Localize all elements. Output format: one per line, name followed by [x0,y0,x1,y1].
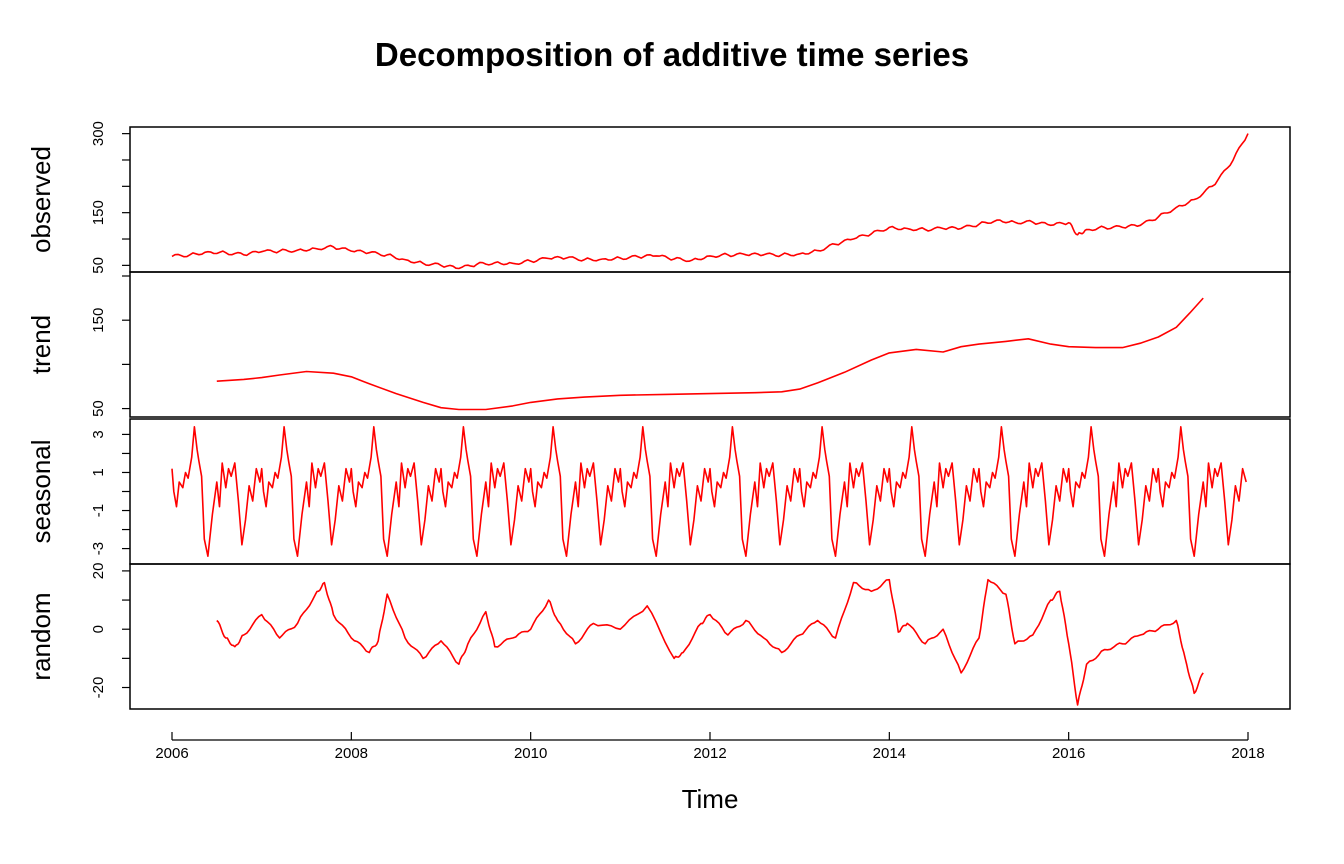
panel-observed: observed 50 150 300 [26,121,1291,274]
ytick-label-random: -20 [90,677,107,699]
xtick-label: 2014 [873,745,906,762]
xtick-label: 2016 [1052,745,1085,762]
xtick-label: 2012 [693,745,726,762]
xtick-label: 2010 [514,745,547,762]
ytick-label-trend: 150 [90,308,107,333]
ylabel-observed: observed [26,146,56,253]
panel-seasonal: seasonal -3 -1 1 3 [26,418,1291,565]
xtick-label: 2006 [155,745,188,762]
ylabel-seasonal: seasonal [26,439,56,543]
series-line-observed [171,133,1249,270]
ylabel-trend: trend [26,315,56,374]
xtick-label: 2008 [335,745,368,762]
ytick-label-seasonal: -3 [90,542,107,555]
series-line-random [216,578,1204,706]
panel-trend: trend 50 150 [26,271,1291,418]
ytick-label-observed: 50 [90,257,107,274]
x-axis-label: Time [682,784,739,814]
chart-title: Decomposition of additive time series [374,36,970,73]
ytick-label-random: 20 [90,563,107,580]
panel-frame-trend [129,271,1291,418]
xtick-label: 2018 [1231,745,1264,762]
ytick-label-seasonal: 1 [90,468,107,476]
panel-frame-seasonal [129,418,1291,565]
ytick-label-observed: 150 [90,200,107,225]
ytick-label-seasonal: 3 [90,430,107,438]
ytick-label-observed: 300 [90,121,107,146]
ytick-label-seasonal: -1 [90,504,107,517]
series-line-seasonal [171,426,1247,557]
ytick-label-random: 0 [90,625,107,633]
panel-frame-random [129,563,1291,710]
series-line-trend [216,297,1204,411]
panel-random: random -20 0 20 [26,563,1291,710]
ytick-label-trend: 50 [90,400,107,417]
ylabel-random: random [26,592,56,680]
